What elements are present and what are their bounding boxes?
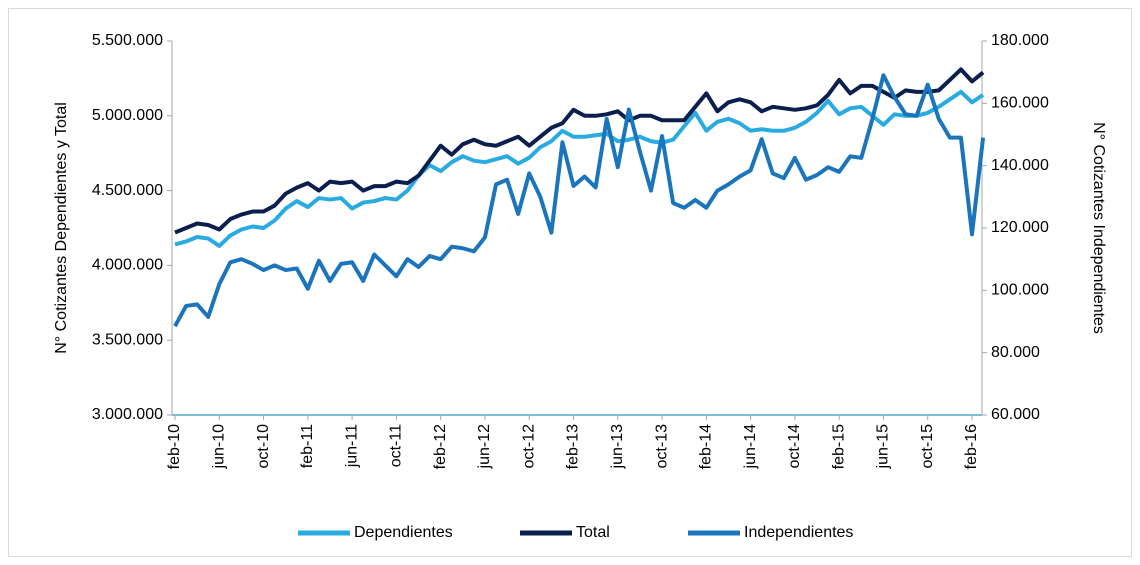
x-tick-label: oct-15 [919,424,936,469]
y-tick-label: 4.000.000 [92,257,163,274]
x-tick-label: oct-11 [388,424,405,467]
x-tick-label: jun-15 [875,424,892,470]
y-axis-label: N° Cotizantes Dependientes y Total [53,102,70,354]
series-line [174,67,985,235]
y2-tick-label: 160.000 [991,95,1049,112]
x-tick-label: jun-10 [210,424,227,470]
x-tick-label: jun-14 [742,424,759,470]
y2-tick-label: 80.000 [991,344,1040,361]
y2-tick-label: 100.000 [991,282,1049,299]
chart-frame [8,8,1132,557]
y-tick-label: 5.000.000 [92,107,163,124]
series-line [174,89,985,248]
x-tick-label: jun-12 [476,424,493,470]
x-tick-label: feb-16 [963,424,980,469]
y-tick-label: 3.500.000 [92,331,163,348]
x-tick-label: oct-14 [786,424,803,469]
y2-tick-label: 120.000 [991,219,1049,236]
y2-axis-label: N° Cotizantes Independientes [1090,122,1107,334]
y2-tick-label: 140.000 [991,157,1049,174]
y2-tick-label: 60.000 [991,406,1040,423]
legend-label: Total [576,524,610,541]
x-tick-label: feb-15 [830,424,847,469]
x-tick-label: jun-11 [343,424,360,468]
x-tick-label: oct-10 [255,424,272,469]
y-tick-label: 4.500.000 [92,182,163,199]
x-tick-label: jun-13 [609,424,626,470]
legend-label: Dependientes [354,524,453,541]
series-line [173,73,986,328]
x-tick-label: feb-12 [432,424,449,469]
x-tick-label: oct-13 [653,424,670,469]
legend-label: Independientes [744,524,853,541]
x-tick-label: feb-10 [166,424,183,469]
y2-tick-label: 180.000 [991,32,1049,49]
y-tick-label: 5.500.000 [92,32,163,49]
x-tick-label: feb-11 [299,424,316,468]
x-tick-label: feb-14 [698,424,715,469]
x-tick-label: oct-12 [520,424,537,469]
y-tick-label: 3.000.000 [92,406,163,423]
x-tick-label: feb-13 [565,424,582,469]
